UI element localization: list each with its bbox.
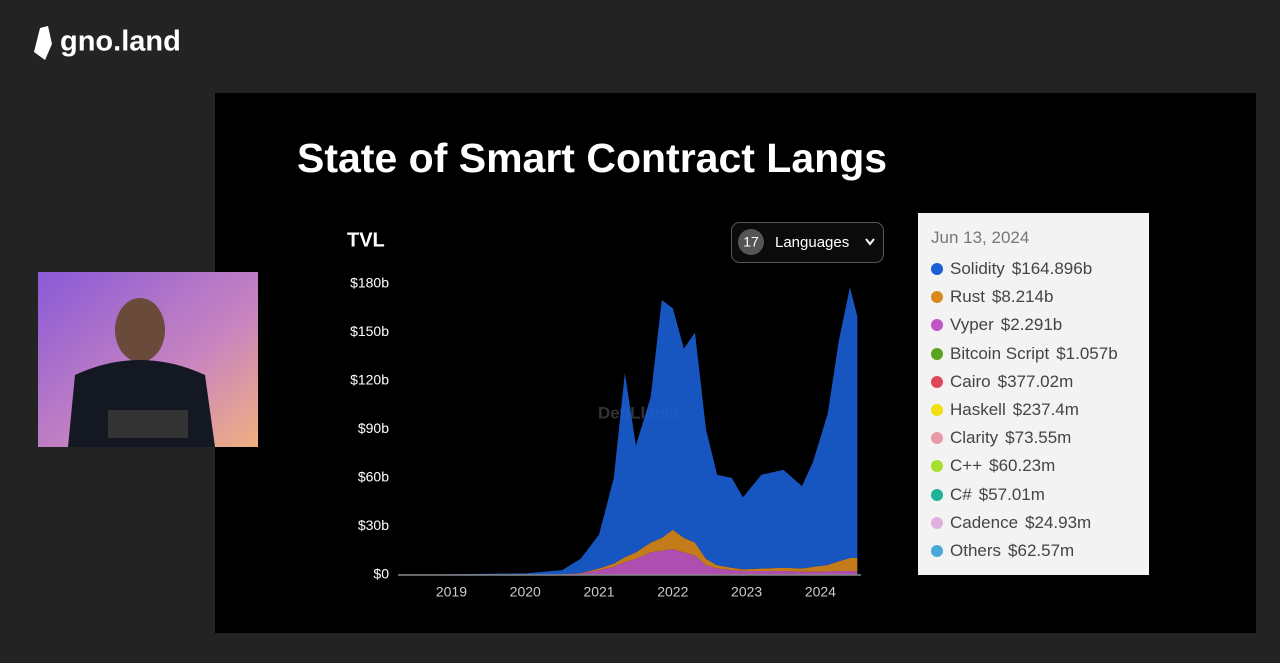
area: [403, 549, 858, 575]
tooltip-row: Cairo $377.02m: [931, 368, 1149, 396]
area: [403, 287, 858, 575]
series-value: $73.55m: [1005, 428, 1072, 448]
series-value: $164.896b: [1011, 259, 1093, 279]
x-tick-label: 2024: [805, 584, 836, 600]
series-value: $8.214b: [991, 287, 1054, 307]
series-dot: [931, 516, 943, 529]
series-dot: [931, 347, 943, 360]
chevron: [865, 238, 875, 246]
plot: $0 $30b $60b $90b $120b $150b $180b 2019 2020 202…: [350, 275, 861, 600]
y-tick-label: $90b: [358, 420, 389, 436]
series-name: Solidity: [950, 259, 1005, 279]
series-value: $2.291b: [1000, 315, 1063, 335]
series-name: Clarity: [950, 428, 999, 448]
series-name: Others: [950, 540, 1002, 560]
series-value: $62.57m: [1008, 540, 1075, 560]
tooltip-row: Clarity $73.55m: [931, 424, 1149, 452]
series-name: Bitcoin Script: [950, 343, 1050, 363]
tooltip-row: Bitcoin Script $1.057b: [931, 340, 1149, 368]
selector-label: Languages: [775, 234, 849, 251]
tooltip-date: Jun 13, 2024: [931, 228, 1030, 247]
brand-icon: [34, 26, 52, 60]
x-tick-label: 2021: [583, 584, 614, 600]
series-name: Haskell: [950, 400, 1006, 420]
laptop: [108, 410, 188, 438]
x-tick-label: 2023: [731, 584, 762, 600]
tooltip-row: Solidity $164.896b: [931, 255, 1149, 283]
y-tick-label: $30b: [358, 517, 389, 533]
y-tick-label: $180b: [350, 275, 389, 291]
area: [403, 529, 858, 575]
y-axis-title: TVL: [347, 229, 385, 251]
series-dot: [931, 460, 943, 473]
tooltip-row: Vyper $2.291b: [931, 311, 1149, 339]
series-value: $377.02m: [997, 371, 1074, 391]
tooltip-row: C++ $60.23m: [931, 452, 1149, 480]
y-tick-label: $60b: [358, 469, 389, 485]
series-name: Cairo: [950, 371, 991, 391]
slide-title: State of Smart Contract Langs: [297, 135, 887, 181]
series-dot: [931, 432, 943, 445]
tooltip-row: Haskell $237.4m: [931, 396, 1149, 424]
x-tick-label: 2020: [510, 584, 541, 600]
y-tick-label: $0: [373, 566, 389, 582]
series-dot: [931, 375, 943, 388]
series-value: $57.01m: [978, 484, 1045, 504]
tooltip-row: Others $62.57m: [931, 537, 1149, 565]
series-dot: [931, 319, 943, 332]
series-value: $237.4m: [1012, 400, 1079, 420]
series-name: Rust: [950, 287, 985, 307]
series-name: C++: [950, 456, 983, 476]
series-value: $1.057b: [1056, 343, 1118, 363]
presenter: [115, 298, 165, 362]
tooltip-row: C# $57.01m: [931, 481, 1149, 509]
count-badge: [738, 229, 764, 255]
y-tick-label: $120b: [350, 372, 389, 388]
series-name: C#: [950, 484, 972, 504]
tooltip-row: Cadence $24.93m: [931, 509, 1149, 537]
series-value: $60.23m: [989, 456, 1056, 476]
brand: gno.land: [60, 26, 181, 58]
series-dot: [931, 263, 943, 276]
language-count: 17: [743, 234, 759, 250]
series-dot: [931, 291, 943, 304]
x-tick-label: 2019: [436, 584, 467, 600]
language-selector[interactable]: [731, 222, 884, 263]
tooltip-row: Rust $8.214b: [931, 283, 1149, 311]
x-tick-label: 2022: [657, 584, 688, 600]
series-dot: [931, 544, 943, 557]
series-dot: [931, 404, 943, 417]
series-name: Vyper: [950, 315, 994, 335]
tooltip: Jun 13, 2024 Solidity $164.896b Rust $8.214…: [918, 213, 1149, 575]
series-name: Cadence: [950, 512, 1019, 532]
y-tick-label: $150b: [350, 323, 389, 339]
series-value: $24.93m: [1025, 512, 1092, 532]
series-dot: [931, 488, 943, 501]
